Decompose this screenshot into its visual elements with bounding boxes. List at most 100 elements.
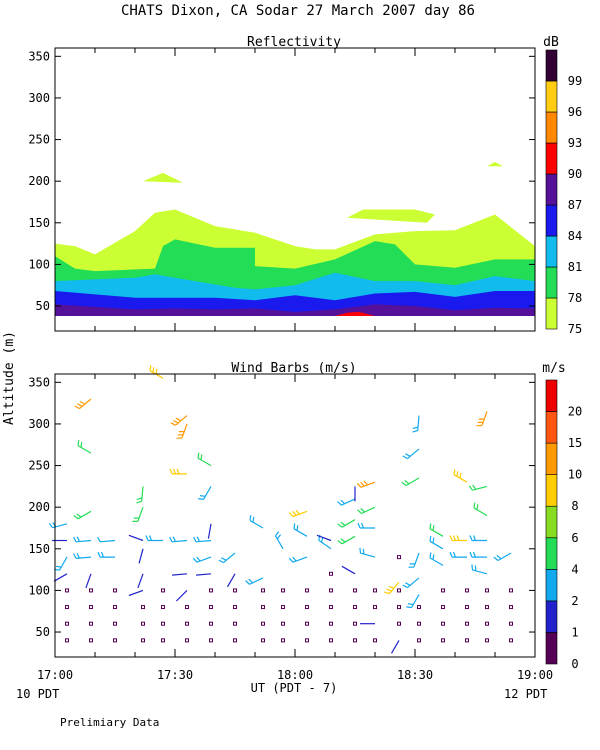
colorbar-swatch xyxy=(545,80,558,113)
calm-wind-mark xyxy=(261,605,265,610)
wind-barb xyxy=(54,556,68,571)
calm-wind-mark xyxy=(113,588,117,593)
wind-barb xyxy=(97,536,116,543)
y-tick-label: 350 xyxy=(28,375,50,389)
colorbar-label: 99 xyxy=(568,74,582,88)
colorbar-label: 90 xyxy=(568,167,582,181)
calm-wind-mark xyxy=(485,605,489,610)
wind-barb xyxy=(293,523,308,537)
calm-wind-mark xyxy=(329,621,333,626)
wind-barb-panel: Wind Barbs (m/s) 5010015020025030035017:… xyxy=(28,361,582,682)
calm-wind-mark xyxy=(305,638,309,643)
wind-barb xyxy=(77,440,92,454)
calm-wind-mark xyxy=(373,605,377,610)
y-tick-label: 50 xyxy=(36,299,50,313)
calm-wind-mark xyxy=(485,621,489,626)
reflectivity-title: Reflectivity xyxy=(247,35,341,50)
calm-wind-mark xyxy=(209,605,213,610)
wind-barb xyxy=(73,553,92,559)
calm-wind-mark xyxy=(329,588,333,593)
y-tick-label: 350 xyxy=(28,49,50,63)
altitude-axis-label: Altitude (m) xyxy=(2,331,17,425)
colorbar-swatch xyxy=(545,442,558,475)
figure-title: CHATS Dixon, CA Sodar 27 March 2007 day … xyxy=(121,3,475,19)
x-tick-label: 18:30 xyxy=(397,668,433,682)
wind-barb xyxy=(449,535,467,542)
wind-barb xyxy=(132,506,144,522)
colorbar-swatch xyxy=(545,411,558,444)
colorbar-label: 81 xyxy=(568,260,582,274)
y-tick-label: 200 xyxy=(28,500,50,514)
wind-barb xyxy=(341,565,356,575)
x-axis-label: UT (PDT - 7) xyxy=(251,681,338,695)
calm-wind-mark xyxy=(509,605,513,610)
calm-wind-mark xyxy=(161,605,165,610)
wind-barb xyxy=(429,552,444,566)
calm-wind-mark xyxy=(329,605,333,610)
wind-barb xyxy=(316,534,332,542)
wind-barb xyxy=(85,573,92,589)
wind-barb xyxy=(172,573,188,576)
calm-wind-mark xyxy=(65,605,69,610)
x-tick-label: 17:30 xyxy=(157,668,193,682)
calm-wind-mark xyxy=(441,588,445,593)
colorbar-label: 75 xyxy=(568,322,582,336)
wind-barb xyxy=(384,581,400,595)
wind-barb xyxy=(176,423,188,439)
wind-barb xyxy=(245,577,264,585)
wind-barb xyxy=(170,415,188,426)
calm-wind-mark xyxy=(397,621,401,626)
contour-75-db xyxy=(487,162,503,167)
x-tick-label: 19:00 xyxy=(517,668,553,682)
colorbar-label: 93 xyxy=(568,136,582,150)
wind-barb xyxy=(356,480,376,488)
wind-barb xyxy=(469,535,487,542)
wind-barb xyxy=(337,498,356,506)
calm-wind-mark xyxy=(209,621,213,626)
contour-75-db xyxy=(347,209,435,223)
calm-wind-mark xyxy=(209,638,213,643)
calm-wind-mark xyxy=(305,621,309,626)
wind-barb xyxy=(169,536,188,543)
wind-barb xyxy=(207,523,212,539)
calm-wind-mark xyxy=(305,588,309,593)
calm-wind-mark xyxy=(441,605,445,610)
wind-barb xyxy=(359,547,376,558)
calm-wind-mark xyxy=(161,588,165,593)
calm-wind-mark xyxy=(509,588,513,593)
calm-wind-mark xyxy=(161,638,165,643)
calm-wind-mark xyxy=(185,605,189,610)
colorbar-swatch xyxy=(545,600,558,633)
calm-wind-mark xyxy=(281,588,285,593)
x-sublabel-end: 12 PDT xyxy=(504,687,547,701)
x-tick-label: 18:00 xyxy=(277,668,313,682)
calm-wind-mark xyxy=(441,638,445,643)
colorbar-swatch xyxy=(545,569,558,602)
colorbar-label: 96 xyxy=(568,105,582,119)
colorbar-swatch xyxy=(545,505,558,539)
x-tick-label: 17:00 xyxy=(37,668,73,682)
calm-wind-mark xyxy=(185,621,189,626)
wind-barb xyxy=(429,535,444,550)
calm-wind-mark xyxy=(397,605,401,610)
wind-barb xyxy=(468,484,488,491)
wind-barb xyxy=(138,548,144,564)
calm-wind-mark xyxy=(485,588,489,593)
calm-wind-mark xyxy=(465,605,469,610)
wind-barb xyxy=(337,519,356,528)
wind-barb xyxy=(128,534,144,542)
wind-barb xyxy=(429,523,444,537)
calm-wind-mark xyxy=(141,605,145,610)
calm-wind-mark xyxy=(373,638,377,643)
calm-wind-mark xyxy=(397,588,401,593)
calm-wind-mark xyxy=(261,638,265,643)
calm-wind-mark xyxy=(233,621,237,626)
colorbar-label: 87 xyxy=(568,198,582,212)
wind-barb-marks xyxy=(48,365,513,654)
calm-wind-mark xyxy=(65,621,69,626)
reflectivity-contours xyxy=(55,162,535,316)
calm-wind-mark xyxy=(509,621,513,626)
wind-barb xyxy=(390,640,400,654)
calm-wind-mark xyxy=(397,555,401,560)
